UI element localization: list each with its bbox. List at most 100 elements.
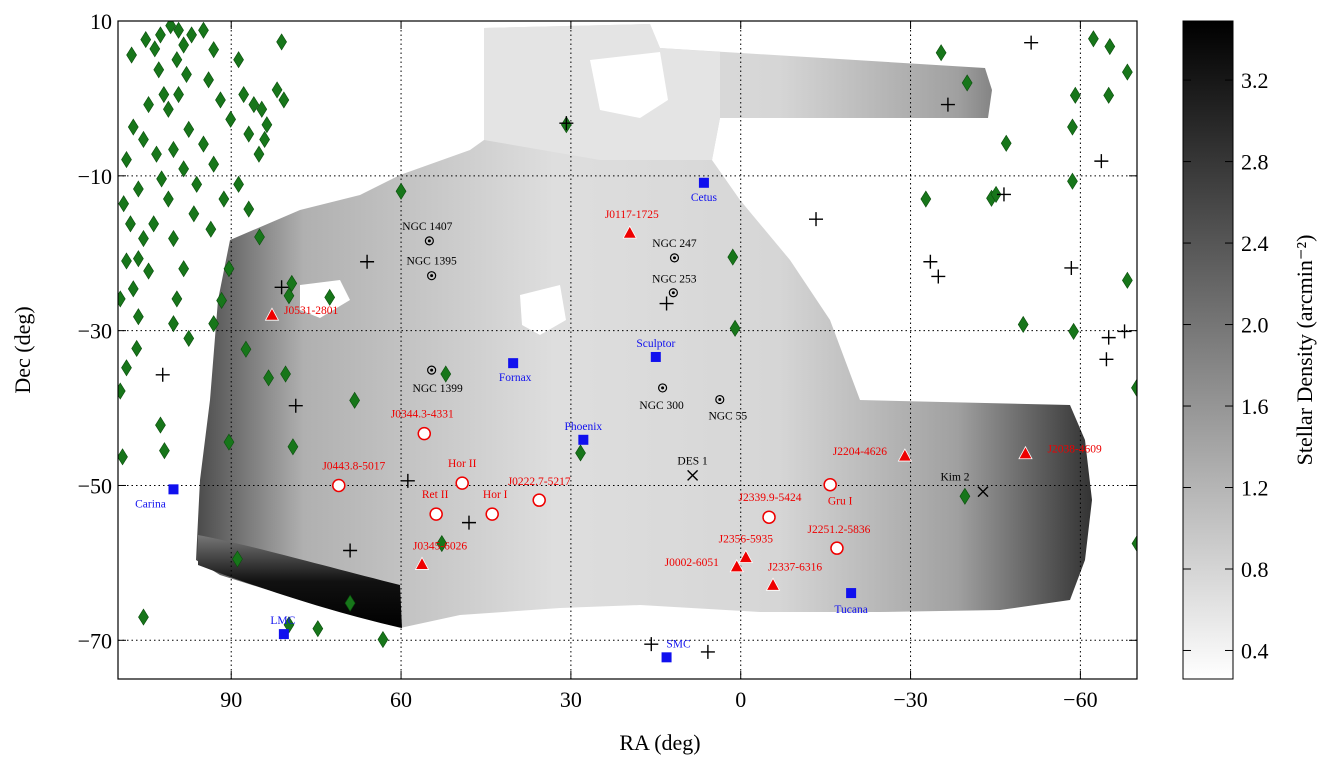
diamond-marker bbox=[349, 391, 360, 409]
diamond-marker bbox=[163, 190, 174, 208]
plus-marker bbox=[1101, 330, 1116, 345]
diamond-marker bbox=[225, 110, 237, 128]
triangle-marker bbox=[738, 549, 753, 563]
point-label: Tucana bbox=[834, 604, 867, 616]
point-label: J0443.8-5017 bbox=[322, 460, 385, 472]
galaxy-dot bbox=[718, 398, 722, 402]
plus-marker bbox=[996, 187, 1011, 202]
diamond-marker bbox=[159, 442, 170, 460]
diamond-marker bbox=[243, 200, 255, 218]
galaxy-marker bbox=[657, 383, 668, 393]
diamond-marker bbox=[1122, 63, 1133, 81]
diamond-marker bbox=[243, 125, 255, 143]
grid bbox=[118, 20, 1137, 679]
cross-marker bbox=[977, 486, 989, 498]
galaxy-marker bbox=[715, 394, 725, 405]
diamond-marker bbox=[436, 534, 448, 553]
diamond-marker bbox=[223, 260, 235, 278]
point-label: DES 1 bbox=[677, 455, 708, 467]
point-label: J2339.9-5424 bbox=[739, 492, 802, 504]
diamond-marker bbox=[155, 26, 166, 44]
diamond-marker bbox=[156, 170, 167, 188]
square-marker bbox=[278, 629, 289, 640]
colorbar-tick-label: 2.4 bbox=[1241, 231, 1269, 256]
plus-marker bbox=[1117, 324, 1132, 339]
diamond-marker bbox=[395, 182, 407, 200]
plus-marker bbox=[931, 269, 946, 284]
diamond-marker bbox=[158, 85, 170, 104]
point-label: NGC 300 bbox=[639, 400, 684, 412]
diamond-marker bbox=[253, 145, 265, 163]
diamond-marker bbox=[133, 308, 144, 326]
point-label: J2337-6316 bbox=[768, 561, 823, 573]
plus-marker bbox=[461, 515, 476, 530]
diamond-marker bbox=[138, 130, 149, 149]
point-label: J2251.2-5836 bbox=[807, 524, 870, 536]
triangle-marker bbox=[264, 307, 280, 321]
diamond-marker bbox=[126, 46, 137, 64]
diamond-marker bbox=[961, 74, 973, 92]
diamond-marker bbox=[165, 21, 177, 35]
diamond-marker bbox=[377, 630, 389, 649]
diamond-marker bbox=[173, 85, 184, 104]
plus-marker bbox=[360, 254, 375, 269]
diamond-marker bbox=[256, 100, 268, 118]
diamond-marker bbox=[287, 438, 299, 456]
plus-marker bbox=[940, 97, 955, 112]
x-tick-label: 30 bbox=[560, 687, 582, 712]
diamond-marker bbox=[183, 120, 195, 138]
plus-marker bbox=[1064, 260, 1079, 275]
point-label: Phoenix bbox=[564, 421, 602, 433]
point-label: Cetus bbox=[691, 192, 718, 204]
diamond-marker bbox=[127, 280, 139, 298]
diamond-marker bbox=[312, 620, 324, 638]
diamond-marker bbox=[127, 118, 139, 136]
galaxy-dot bbox=[430, 274, 434, 278]
diamond-marker bbox=[990, 185, 1002, 203]
galaxy-ring bbox=[715, 394, 725, 405]
diamond-marker bbox=[121, 151, 132, 169]
diamond-marker bbox=[155, 416, 166, 434]
diamond-marker bbox=[171, 51, 183, 69]
diamond-marker bbox=[215, 91, 226, 109]
circle-marker bbox=[485, 507, 499, 521]
footprint-hole bbox=[590, 52, 668, 118]
colorbar-tick-label: 0.4 bbox=[1241, 638, 1269, 663]
diamond-marker bbox=[1067, 118, 1078, 136]
plus-marker bbox=[1094, 154, 1109, 169]
galaxy-marker bbox=[424, 236, 434, 246]
diamond-marker bbox=[959, 487, 971, 505]
diamond-marker bbox=[278, 91, 290, 109]
point-label: Hor I bbox=[483, 489, 508, 501]
galaxy-marker bbox=[427, 365, 437, 375]
plot-frame bbox=[117, 20, 1138, 680]
footprint bbox=[196, 24, 1092, 628]
colorbar-tick-label: 1.6 bbox=[1241, 394, 1269, 419]
diamond-marker bbox=[1000, 134, 1012, 152]
y-tick-label: −70 bbox=[78, 628, 112, 653]
y-tick-label: −30 bbox=[78, 319, 112, 344]
diamond-marker bbox=[208, 155, 220, 173]
plus-marker bbox=[923, 254, 938, 269]
triangle-marker bbox=[897, 448, 913, 462]
circle-marker bbox=[532, 493, 546, 507]
diamond-marker bbox=[171, 290, 183, 308]
plus-marker bbox=[1024, 35, 1039, 50]
point-label: J2356-5935 bbox=[719, 533, 774, 545]
diamond-marker bbox=[133, 250, 144, 268]
point-label: Kim 2 bbox=[940, 472, 969, 484]
galaxy-ring bbox=[427, 365, 437, 375]
diamond-marker bbox=[149, 40, 161, 58]
plus-marker bbox=[400, 473, 415, 488]
diamond-marker bbox=[118, 195, 130, 213]
point-label: J0002-6051 bbox=[665, 557, 720, 569]
diamond-marker bbox=[163, 100, 174, 118]
point-label: NGC 1399 bbox=[413, 383, 463, 395]
galaxy-dot bbox=[672, 256, 676, 260]
triangle-marker bbox=[765, 577, 781, 591]
galaxy-ring bbox=[657, 383, 668, 393]
point-label: J0344.3-4331 bbox=[391, 409, 454, 421]
diamond-marker bbox=[1131, 534, 1137, 553]
diamond-marker bbox=[198, 21, 209, 39]
